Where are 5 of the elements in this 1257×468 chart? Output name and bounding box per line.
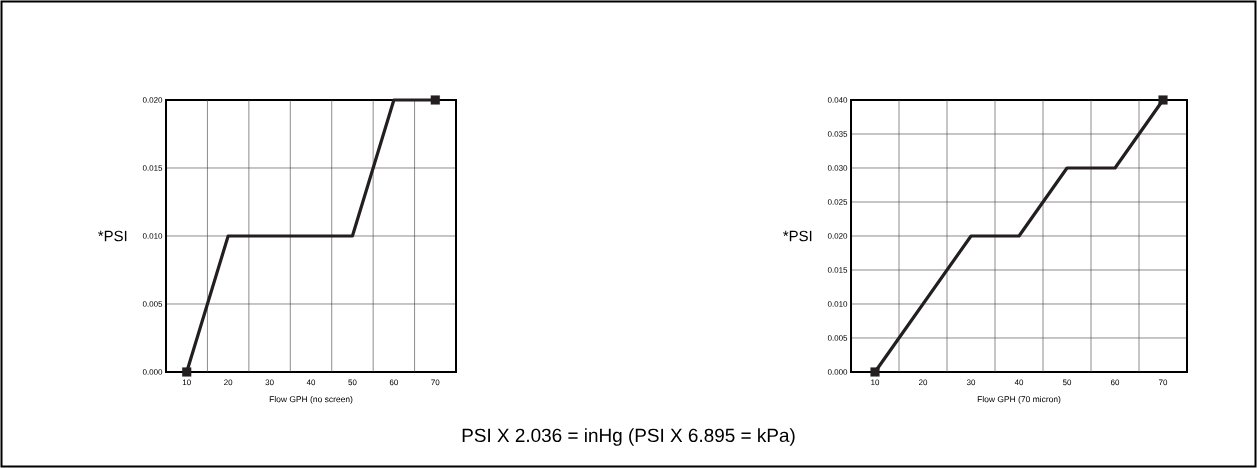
text: PSI X 2.036 = inHg (PSI X 6.895 = kPa) xyxy=(462,428,795,446)
y-axis-title: *PSI xyxy=(98,230,127,242)
y-axis-title: *PSI xyxy=(783,230,812,242)
x-axis-title: Flow GPH (70 micron) xyxy=(977,395,1061,404)
x-axis-title: Flow GPH (no screen) xyxy=(269,395,353,404)
